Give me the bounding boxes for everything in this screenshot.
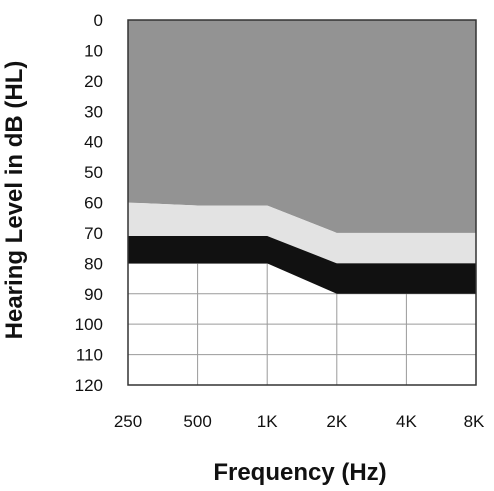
band-2 [128,235,476,294]
y-tick-label-9: 90 [84,285,103,304]
plot-frame [127,19,477,386]
bands [128,20,476,294]
x-tick-label-2: 1K [257,412,278,431]
y-tick-label-7: 70 [84,224,103,243]
x-tick-label-0: 250 [114,412,142,431]
x-tick-label-5: 8K [464,412,485,431]
y-tick-label-10: 100 [75,315,103,334]
x-tick-label-1: 500 [183,412,211,431]
y-tick-label-5: 50 [84,163,103,182]
y-tick-label-0: 0 [94,11,103,30]
x-axis-title: Frequency (Hz) [213,459,386,486]
x-tick-labels: 250 500 1K 2K 4K 8K [114,412,485,431]
y-tick-label-6: 60 [84,194,103,213]
x-tick-label-4: 4K [396,412,417,431]
y-tick-labels: 0 10 20 30 40 50 60 70 80 90 100 110 120 [75,11,103,395]
y-tick-label-2: 20 [84,72,103,91]
y-tick-label-3: 30 [84,102,103,121]
y-axis-title: Hearing Level in dB (HL) [1,61,28,340]
band-0 [128,20,476,233]
y-tick-label-1: 10 [84,41,103,60]
y-tick-label-8: 80 [84,254,103,273]
x-tick-label-3: 2K [326,412,347,431]
band-1 [128,202,476,264]
y-tick-label-11: 110 [76,346,103,365]
y-tick-label-4: 40 [84,133,103,152]
y-tick-label-12: 120 [75,376,103,395]
